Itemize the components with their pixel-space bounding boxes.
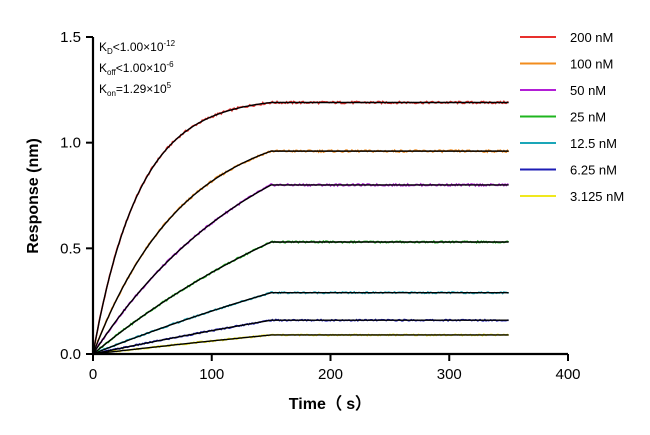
x-tick-label: 0 [89, 366, 97, 383]
y-tick-label: 0.0 [60, 346, 81, 363]
legend: 200 nM 100 nM 50 nM 25 nM 12.5 nM 6.25 nM 3.12… [520, 30, 624, 204]
x-tick-label: 300 [437, 366, 462, 383]
legend-label: 25 nM [570, 110, 606, 125]
fit-line [92, 101, 509, 355]
series-line [92, 290, 509, 356]
legend-label: 50 nM [570, 83, 606, 98]
legend-label: 100 nM [570, 57, 613, 72]
ticks-layer: 0 100 200 300 400 0.0 0.5 1.0 1.5 [60, 29, 580, 383]
legend-label: 200 nM [570, 30, 613, 45]
kinetic-constants: KD<1.00×10-12 Koff<1.00×10-6 Kon=1.29×105 [99, 39, 176, 98]
y-tick-label: 1.0 [60, 135, 81, 152]
series-line [92, 148, 510, 356]
curves-layer [92, 99, 510, 356]
y-tick-label: 1.5 [60, 29, 81, 46]
x-axis-title: Time（ s） [289, 395, 371, 413]
fit-line [92, 292, 509, 355]
series-line [92, 318, 509, 356]
y-tick-label: 0.5 [60, 240, 81, 257]
series-line [92, 182, 509, 355]
fit-line [92, 241, 509, 355]
y-axis-title: Response (nm) [25, 138, 42, 254]
legend-label: 12.5 nM [570, 136, 617, 151]
series-line [92, 239, 510, 355]
fit-line [92, 319, 509, 355]
fit-line [92, 150, 509, 355]
x-tick-label: 200 [318, 366, 343, 383]
x-tick-label: 400 [555, 366, 580, 383]
fit-line [92, 184, 509, 355]
series-line [92, 333, 510, 356]
x-tick-label: 100 [199, 366, 224, 383]
fit-line [92, 334, 509, 355]
kinetic-constant: Kon=1.29×105 [99, 81, 172, 98]
series-line [92, 99, 509, 355]
legend-label: 6.25 nM [570, 163, 617, 178]
legend-label: 3.125 nM [570, 189, 624, 204]
kinetic-constant: KD<1.00×10-12 [99, 39, 176, 56]
kinetic-constant: Koff<1.00×10-6 [99, 60, 174, 77]
